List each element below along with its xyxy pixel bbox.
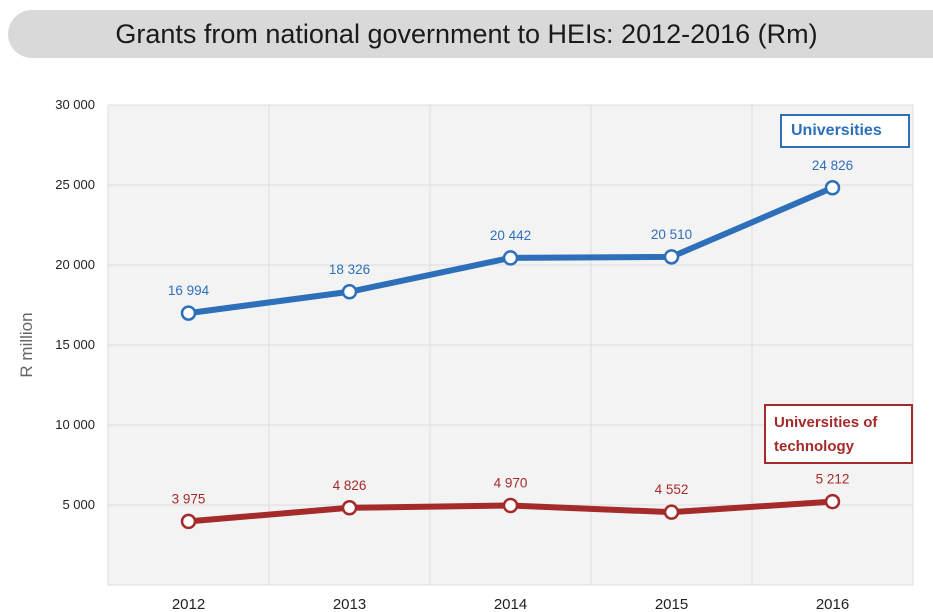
y-tick-label: 25 000 xyxy=(55,177,95,192)
data-label: 4 970 xyxy=(494,475,528,490)
x-tick-label: 2016 xyxy=(816,596,849,612)
data-point xyxy=(341,284,358,300)
y-tick-label: 30 000 xyxy=(55,97,95,112)
x-tick-label: 2012 xyxy=(172,596,205,612)
y-tick-label: 20 000 xyxy=(55,257,95,272)
y-axis-label: R million xyxy=(17,312,36,377)
data-label: 24 826 xyxy=(812,158,853,173)
data-point xyxy=(180,305,197,321)
x-tick-label: 2014 xyxy=(494,596,527,612)
data-label: 16 994 xyxy=(168,283,210,298)
data-label: 18 326 xyxy=(329,262,370,277)
data-label: 5 212 xyxy=(816,472,850,487)
data-label: 20 442 xyxy=(490,228,531,243)
data-point xyxy=(663,249,680,265)
data-point xyxy=(180,513,197,530)
data-point xyxy=(824,180,841,196)
data-label: 20 510 xyxy=(651,227,692,242)
data-point xyxy=(341,500,358,516)
legend-universities: Universities xyxy=(780,114,910,148)
y-tick-label: 10 000 xyxy=(55,417,95,432)
y-tick-label: 15 000 xyxy=(55,337,95,352)
data-point xyxy=(502,497,519,514)
title-bar xyxy=(8,10,933,58)
data-point xyxy=(824,493,841,510)
data-label: 3 975 xyxy=(172,491,206,506)
x-tick-label: 2015 xyxy=(655,596,688,612)
x-tick-label: 2013 xyxy=(333,596,366,612)
data-point xyxy=(502,250,519,266)
data-label: 4 826 xyxy=(333,478,367,493)
chart-title: Grants from national government to HEIs:… xyxy=(115,19,818,49)
y-tick-label: 5 000 xyxy=(62,497,95,512)
legend-universities-of-technology: Universities of technology xyxy=(764,404,913,464)
data-point xyxy=(663,504,680,520)
data-label: 4 552 xyxy=(655,482,689,497)
